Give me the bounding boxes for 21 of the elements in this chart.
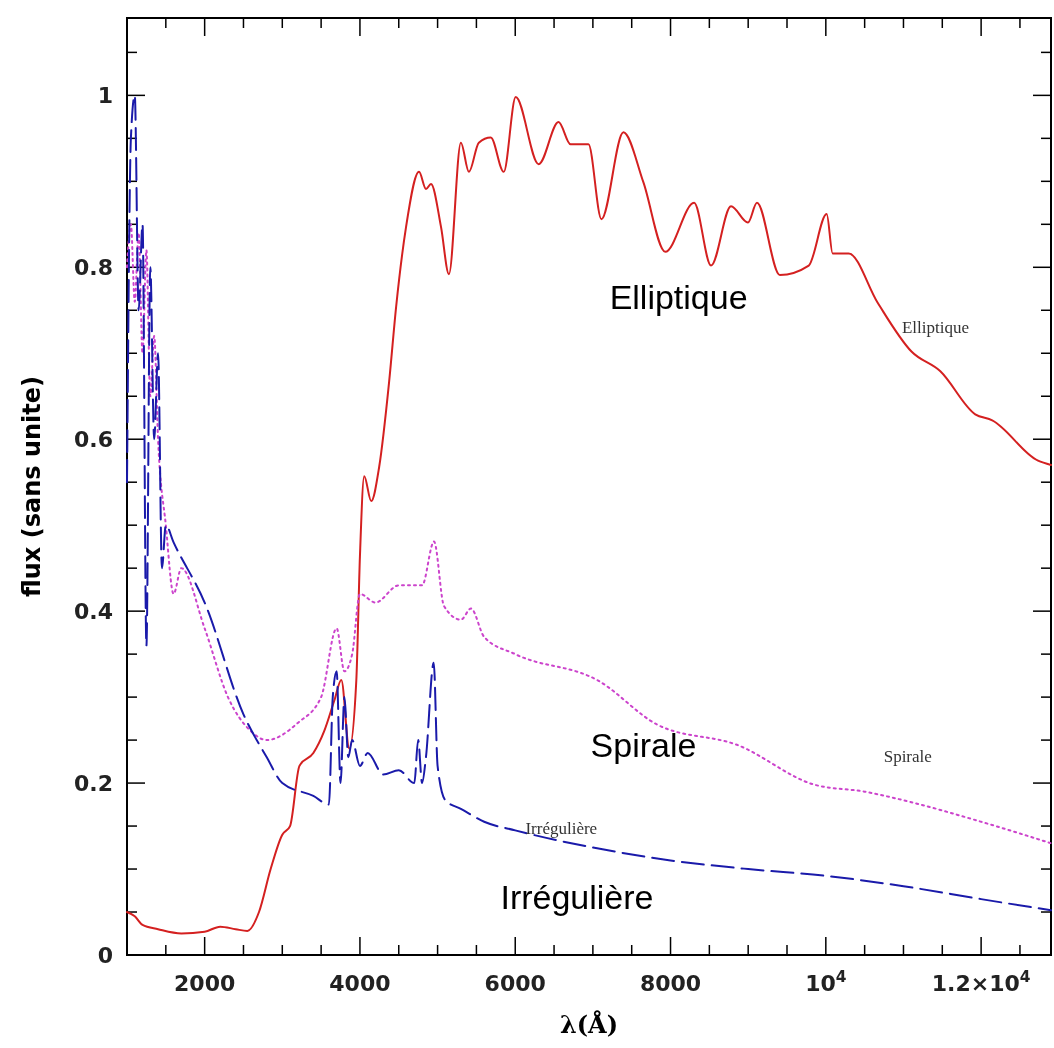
x-tick-label: 6000 — [484, 971, 546, 996]
series-label: Irrégulière — [525, 818, 598, 838]
x-tick-label: 10$^{4}$ — [805, 968, 847, 996]
y-tick-label: 0 — [97, 943, 113, 968]
series-label: Spirale — [883, 747, 932, 767]
annotation: Elliptique — [609, 278, 748, 317]
x-tick-label: 8000 — [639, 971, 702, 996]
annotation: Irrégulière — [500, 877, 654, 916]
x-axis-title: λ(Å) — [559, 1010, 619, 1039]
y-tick-label: 0.2 — [74, 771, 113, 797]
series-label: Elliptique — [901, 318, 970, 338]
y-tick-label: 0.4 — [74, 599, 113, 625]
x-tick-label: 4000 — [329, 971, 391, 996]
line-series — [126, 223, 1052, 845]
y-tick-label: 1 — [97, 83, 113, 109]
x-tick-label: 2000 — [174, 971, 236, 996]
y-tick-label: 0.8 — [74, 255, 113, 281]
y-tick-label: 0.6 — [74, 427, 113, 453]
x-tick-label: 1.2×10$^{4}$ — [931, 968, 1031, 996]
y-axis-title: flux (sans unite) — [18, 375, 46, 598]
annotation: Spirale — [590, 725, 697, 764]
